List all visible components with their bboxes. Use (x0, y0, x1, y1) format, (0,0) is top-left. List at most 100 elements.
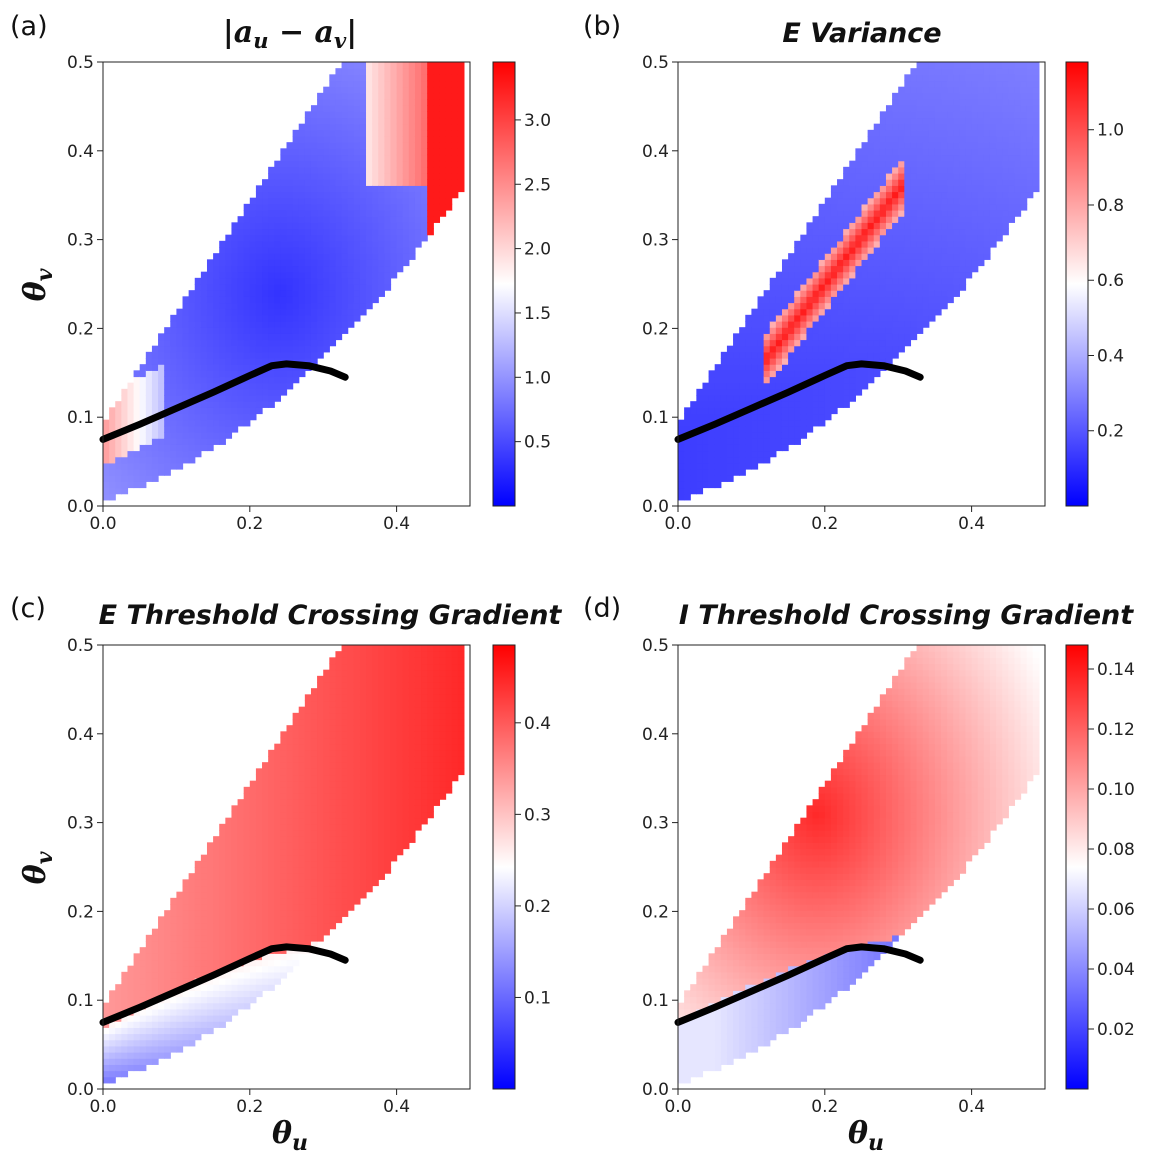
heatmap-cell (384, 154, 392, 162)
heatmap-cell (359, 68, 367, 75)
heatmap-cell (188, 1021, 196, 1028)
heatmap-cell (1008, 185, 1016, 193)
heatmap-cell (849, 216, 856, 223)
heatmap-cell (182, 916, 190, 924)
heatmap-cell (170, 910, 177, 917)
heatmap-cell (292, 290, 300, 297)
heatmap-cell (733, 370, 740, 378)
heatmap-cell (268, 978, 275, 985)
heatmap-cell (843, 302, 850, 310)
heatmap-cell (696, 444, 704, 452)
heatmap-cell (200, 1015, 208, 1022)
heatmap-cell (745, 370, 752, 378)
heatmap-cell (837, 395, 844, 402)
heatmap-cell (200, 867, 208, 874)
heatmap-cell (898, 203, 905, 211)
heatmap-cell (726, 401, 734, 408)
heatmap-cell (341, 210, 349, 217)
heatmap-cell (341, 166, 349, 174)
heatmap-cell (255, 916, 263, 924)
heatmap-cell (280, 823, 288, 831)
heatmap-cell (733, 364, 740, 371)
heatmap-cell (726, 450, 734, 458)
heatmap-cell (213, 370, 220, 378)
heatmap-cell (151, 382, 159, 390)
heatmap-cell (800, 253, 808, 260)
heatmap-cell (133, 401, 141, 408)
heatmap-cell (959, 222, 967, 230)
heatmap-cell (213, 867, 220, 874)
heatmap-cell (206, 444, 214, 452)
heatmap-cell (262, 247, 269, 254)
heatmap-cell (194, 1002, 202, 1010)
heatmap-cell (164, 941, 171, 948)
heatmap-cell (439, 191, 447, 199)
heatmap-cell (739, 401, 746, 408)
heatmap-cell (989, 210, 997, 217)
heatmap-cell (243, 413, 251, 421)
heatmap-cell (1026, 105, 1034, 112)
heatmap-cell (243, 793, 251, 800)
heatmap-cell (310, 142, 318, 149)
heatmap-cell (304, 867, 312, 874)
heatmap-cell (861, 290, 869, 297)
heatmap-cell (849, 395, 856, 402)
heatmap-cell (323, 712, 330, 720)
heatmap-cell (414, 173, 422, 180)
heatmap-cell (188, 941, 196, 948)
heatmap-cell (702, 475, 710, 482)
heatmap-cell (879, 129, 887, 137)
heatmap-cell (837, 277, 844, 285)
heatmap-cell (262, 253, 269, 260)
heatmap-cell (329, 179, 337, 186)
heatmap-cell (781, 265, 789, 273)
heatmap-cell (1008, 111, 1016, 119)
heatmap-cell (151, 1039, 159, 1047)
heatmap-cell (280, 333, 288, 341)
heatmap-cell (109, 444, 116, 452)
heatmap-cell (176, 922, 184, 930)
heatmap-cell (708, 413, 716, 421)
heatmap-cell (323, 731, 330, 739)
heatmap-cell (109, 481, 116, 489)
heatmap-cell (861, 284, 869, 291)
heatmap-cell (255, 290, 263, 297)
title-part-a2: a (315, 15, 334, 50)
heatmap-cell (996, 210, 1003, 217)
heatmap-cell (170, 456, 177, 464)
heatmap-cell (989, 86, 997, 94)
heatmap-cell (885, 123, 893, 131)
heatmap-cell (1020, 179, 1028, 186)
heatmap-cell (965, 105, 973, 112)
heatmap-cell (830, 302, 838, 310)
heatmap-cell (243, 971, 251, 979)
heatmap-cell (965, 86, 973, 94)
heatmap-cell (292, 277, 300, 285)
heatmap-cell (280, 817, 288, 825)
heatmap-cell (310, 296, 318, 304)
x-tick-label: 0.0 (89, 514, 116, 534)
heatmap-cell (904, 197, 912, 205)
heatmap-cell (941, 179, 948, 186)
heatmap-cell (947, 284, 954, 291)
heatmap-cell (751, 376, 759, 384)
heatmap-cell (714, 388, 722, 396)
heatmap-cell (745, 339, 752, 347)
heatmap-cell (837, 234, 844, 242)
heatmap-cell (971, 222, 979, 230)
heatmap-cell (176, 388, 184, 396)
heatmap-cell (188, 345, 196, 353)
heatmap-cell (188, 450, 196, 458)
heatmap-cell (433, 148, 441, 156)
heatmap-cell (213, 419, 220, 427)
heatmap-cell (194, 953, 202, 961)
heatmap-cell (262, 345, 269, 353)
heatmap-cell (849, 185, 856, 193)
heatmap-cell (916, 265, 924, 273)
heatmap-cell (353, 154, 361, 162)
heatmap-cell (206, 376, 214, 384)
heatmap-cell (103, 487, 110, 495)
heatmap-cell (219, 823, 226, 831)
heatmap-cell (843, 240, 850, 248)
heatmap-cell (794, 419, 801, 427)
